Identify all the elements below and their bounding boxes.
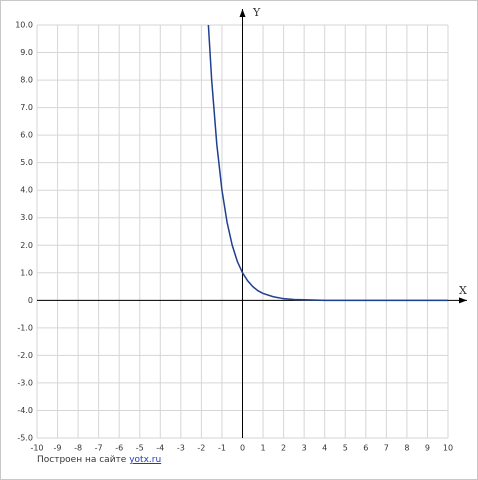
y-axis-label: Y — [252, 6, 261, 19]
x-tick-label: 3 — [302, 444, 307, 453]
x-axis-label: X — [459, 284, 467, 297]
x-tick-label: 10 — [443, 444, 453, 453]
y-tick-label: -1.0 — [17, 323, 33, 332]
x-tick-label: -7 — [95, 444, 103, 453]
x-tick-label: 8 — [404, 444, 409, 453]
y-tick-label: 3.0 — [20, 213, 33, 222]
y-tick-label: -5.0 — [17, 434, 33, 443]
y-tick-label: -2.0 — [17, 351, 33, 360]
x-axis-arrow — [459, 297, 467, 304]
x-tick-label: -6 — [115, 444, 123, 453]
x-tick-label: -2 — [197, 444, 205, 453]
x-tick-label: 1 — [261, 444, 266, 453]
y-tick-label: 10.0 — [15, 21, 33, 30]
x-tick-label: -10 — [30, 444, 43, 453]
x-tick-label: -1 — [218, 444, 226, 453]
x-tick-label: -3 — [177, 444, 185, 453]
y-tick-label: 7.0 — [20, 103, 33, 112]
x-tick-label: -4 — [156, 444, 164, 453]
y-tick-label: 1.0 — [20, 268, 33, 277]
x-tick-label: 4 — [322, 444, 327, 453]
x-tick-label: 2 — [281, 444, 286, 453]
y-tick-label: 6.0 — [20, 131, 33, 140]
curve — [207, 24, 448, 302]
footer-text: Построен на сайте — [37, 455, 127, 465]
y-tick-label: 5.0 — [20, 158, 33, 167]
footer: Построен на сайте yotx.ru — [37, 455, 161, 465]
y-axis-arrow — [239, 9, 246, 17]
x-tick-label: -8 — [74, 444, 82, 453]
y-tick-label: 4.0 — [20, 186, 33, 195]
y-tick-label: -4.0 — [17, 406, 33, 415]
x-tick-label: -9 — [54, 444, 62, 453]
y-tick-label: 2.0 — [20, 241, 33, 250]
x-tick-label: 0 — [240, 444, 245, 453]
x-tick-label: 5 — [343, 444, 348, 453]
x-tick-label: 6 — [363, 444, 368, 453]
y-tick-label: 9.0 — [20, 48, 33, 57]
y-tick-label: -3.0 — [17, 378, 33, 387]
y-tick-label: 8.0 — [20, 76, 33, 85]
x-tick-label: 9 — [425, 444, 430, 453]
footer-link[interactable]: yotx.ru — [129, 455, 162, 465]
x-tick-label: 7 — [384, 444, 389, 453]
x-tick-label: -5 — [136, 444, 144, 453]
y-tick-label: 0 — [28, 296, 33, 305]
